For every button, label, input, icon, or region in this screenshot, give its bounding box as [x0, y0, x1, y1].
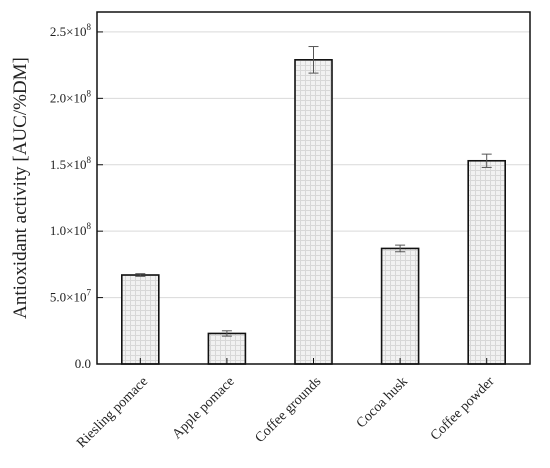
- bar: [294, 59, 333, 365]
- y-tick-label: 0.0: [75, 356, 91, 371]
- error-bar: [135, 273, 146, 277]
- error-bar: [308, 46, 319, 74]
- bars: [121, 59, 507, 365]
- bar: [121, 274, 160, 365]
- bar: [467, 159, 507, 365]
- x-category-label: Apple pomace: [170, 374, 238, 442]
- x-axis-labels: Riesling pomace Apple pomace Coffee ground…: [74, 358, 498, 451]
- x-category-label: Coffee grounds: [253, 374, 325, 446]
- y-axis-title: Antioxidant activity [AUC/%DM]: [10, 57, 31, 319]
- error-bar: [221, 330, 232, 337]
- x-category-label: Riesling pomace: [74, 374, 151, 451]
- y-tick-label: 5.0×107: [50, 288, 92, 305]
- error-bars: [135, 46, 492, 337]
- error-bar: [481, 153, 492, 168]
- y-tick-label: 1.5×108: [50, 155, 92, 172]
- error-bar: [395, 244, 406, 253]
- y-tick-label: 1.0×108: [50, 221, 92, 238]
- y-tick-label: 2.0×108: [50, 88, 92, 105]
- y-tick-label: 2.5×108: [50, 22, 92, 39]
- x-category-label: Coffee powder: [428, 374, 498, 444]
- bar: [380, 247, 420, 365]
- x-category-label: Cocoa husk: [354, 374, 411, 431]
- y-axis-ticks: 0.0 5.0×107 1.0×108 1.5×108 2.0×108 2.5×108: [50, 22, 103, 371]
